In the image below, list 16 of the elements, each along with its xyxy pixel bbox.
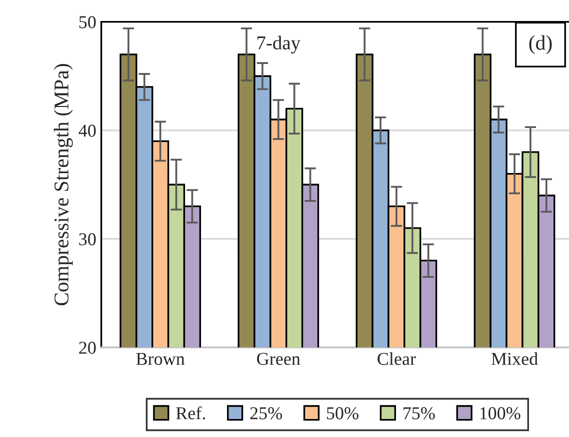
x-tick-label: Clear bbox=[378, 352, 416, 365]
x-tick-label: Green bbox=[257, 352, 300, 365]
legend-label: 50% bbox=[326, 407, 358, 420]
legend-label: 75% bbox=[404, 407, 435, 420]
x-tick-label: Brown bbox=[136, 352, 185, 365]
y-tick-label: 40 bbox=[78, 124, 96, 137]
x-tick-label: Mixed bbox=[491, 352, 538, 365]
legend-label: Ref. bbox=[176, 406, 205, 420]
y-tick-label: 20 bbox=[79, 342, 96, 354]
y-tick-label: 50 bbox=[79, 16, 96, 28]
y-axis-title: Compressive Strength (MPa) bbox=[54, 64, 73, 306]
annotation: (d) bbox=[529, 35, 552, 54]
y-tick-label: 30 bbox=[79, 233, 96, 246]
legend-label: 25% bbox=[250, 407, 282, 420]
annotation: 7-day bbox=[258, 36, 300, 54]
legend-label: 100% bbox=[480, 407, 520, 420]
